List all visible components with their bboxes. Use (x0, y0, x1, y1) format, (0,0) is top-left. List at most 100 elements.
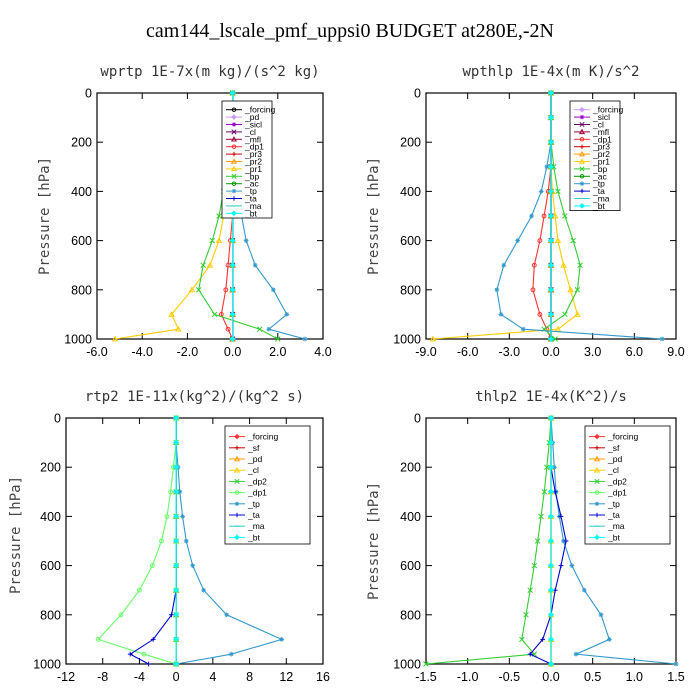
data-point (173, 562, 180, 569)
y-tick-label: 800 (400, 283, 421, 297)
legend-label: _sicl (244, 120, 262, 130)
y-tick-label: 0 (54, 412, 61, 426)
legend-marker (234, 490, 240, 495)
data-point (554, 325, 562, 332)
legend-marker (594, 478, 600, 484)
data-point (548, 661, 554, 667)
legend-label: _dp2 (607, 476, 627, 486)
data-point (224, 612, 230, 618)
data-point (146, 661, 152, 667)
data-point (275, 336, 281, 342)
data-point (567, 286, 574, 293)
x-tick-label: 4 (209, 670, 216, 684)
legend-label: _pd (607, 454, 622, 464)
data-point (606, 637, 612, 642)
series-line (129, 418, 177, 665)
data-point (544, 164, 550, 170)
x-tick-label: -0.5 (499, 670, 521, 684)
data-point (302, 336, 308, 342)
data-point (118, 612, 124, 618)
data-point (211, 311, 218, 318)
data-point (137, 587, 142, 593)
y-axis-label: Pressure [hPa] (8, 476, 24, 594)
data-point (527, 587, 533, 593)
data-point (201, 587, 207, 593)
legend-marker (231, 151, 237, 157)
data-point (177, 489, 183, 495)
panel-title: thlp2 1E-4x(K^2)/s (475, 389, 627, 405)
data-point (548, 464, 554, 471)
series-line (425, 417, 552, 665)
x-tick-label: 1.5 (667, 670, 684, 684)
x-tick-label: -2.0 (177, 345, 199, 359)
data-point (598, 612, 604, 618)
data-point (229, 237, 236, 244)
data-point (563, 538, 569, 544)
series-line (97, 418, 177, 665)
legend-label: _mfl (244, 134, 261, 144)
legend-label: _tp (244, 186, 257, 196)
figure-title: cam144_lscale_pmf_uppsi0 BUDGET at280E,-… (146, 20, 554, 42)
series-line (550, 417, 677, 665)
legend-marker (234, 501, 240, 506)
legend-label: _pr2 (244, 157, 262, 167)
data-point (173, 611, 180, 618)
legend-label: _ac (244, 179, 259, 189)
data-point (562, 213, 568, 219)
y-tick-label: 0 (85, 87, 92, 101)
legend-label: _dp1 (247, 488, 267, 498)
data-point (548, 439, 554, 446)
data-point (581, 587, 587, 593)
legend-marker (234, 433, 240, 440)
legend-marker (593, 455, 601, 462)
legend-box (569, 100, 621, 211)
x-tick-label: 6.0 (626, 345, 643, 359)
legend-label: _cl (592, 120, 604, 130)
data-point (673, 661, 679, 667)
data-point (561, 538, 566, 544)
x-tick-label: 12 (279, 670, 293, 684)
legend-marker (579, 114, 585, 120)
data-point (206, 261, 214, 268)
legend-marker (231, 210, 237, 217)
y-tick-label: 400 (40, 510, 61, 524)
data-point (541, 213, 547, 219)
x-tick-label: 4.0 (314, 345, 331, 359)
legend-label: _pr3 (244, 149, 262, 159)
y-tick-label: 800 (71, 283, 92, 297)
data-point (501, 262, 507, 268)
data-point (169, 612, 174, 618)
y-tick-label: 400 (71, 185, 92, 199)
data-point (150, 637, 156, 642)
legend-marker (579, 181, 585, 186)
data-point (173, 661, 180, 667)
panel-title: rtp2 1E-11x(kg^2)/(kg^2 s) (85, 389, 304, 405)
legend-marker (231, 181, 237, 186)
data-point (215, 237, 223, 244)
legend-marker (579, 144, 585, 149)
data-point (548, 90, 554, 96)
y-tick-label: 400 (400, 185, 421, 199)
data-point (659, 336, 665, 342)
data-point (149, 563, 155, 569)
data-point (175, 325, 182, 332)
legend-label: _sf (247, 443, 260, 453)
legend-label: _bt (247, 532, 260, 542)
legend-box (584, 425, 671, 545)
x-tick-label: -9.0 (415, 345, 437, 359)
data-point (141, 651, 147, 657)
data-point (223, 287, 229, 293)
legend-marker (579, 121, 585, 128)
legend-label: _pd (244, 112, 259, 122)
y-tick-label: 1000 (393, 658, 421, 672)
legend-label: _cl (247, 465, 259, 475)
legend-marker (230, 136, 238, 142)
legend-marker (578, 128, 586, 135)
data-point (168, 489, 174, 495)
data-point (531, 562, 538, 569)
data-point (573, 651, 579, 657)
y-tick-label: 200 (71, 136, 92, 150)
y-tick-label: 400 (400, 510, 421, 524)
data-point (548, 587, 554, 594)
data-point (541, 489, 548, 495)
